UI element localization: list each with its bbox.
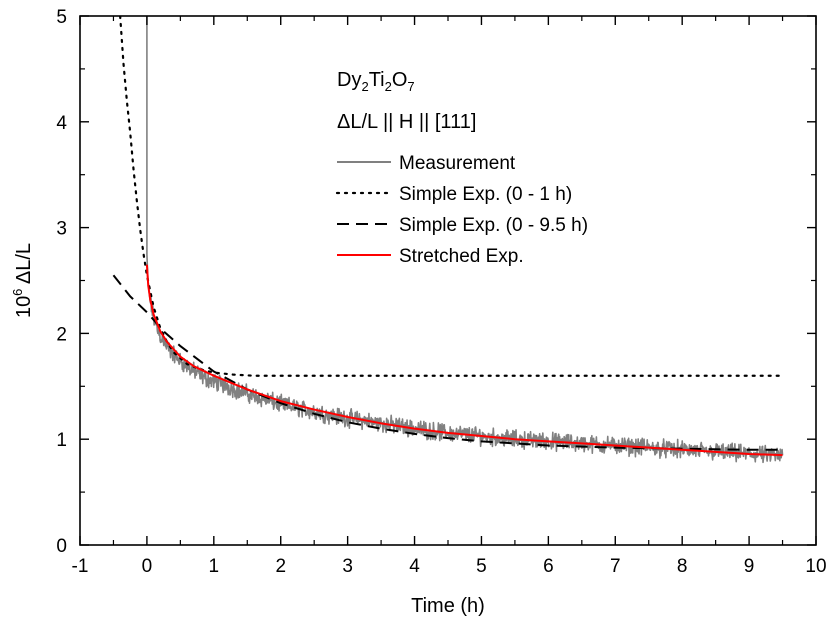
annotation-compound-part: O: [392, 69, 408, 91]
y-axis-title-prefix: 10: [13, 296, 35, 318]
x-tick-label: -1: [72, 556, 89, 577]
x-tick-label: 0: [142, 556, 153, 577]
y-axis-title-exponent: 6: [10, 289, 25, 296]
y-tick-label: 0: [56, 536, 67, 557]
y-tick-label: 4: [56, 113, 67, 134]
y-tick-label: 1: [56, 430, 67, 451]
series-line-4: [145, 264, 783, 457]
y-axis-title: 106 ΔL/L: [10, 243, 35, 318]
series-layer: [112, 16, 784, 464]
x-axis-title: Time (h): [411, 595, 485, 617]
x-tick-label: 7: [610, 556, 621, 577]
annotation-compound-part: Ti: [369, 69, 385, 91]
legend: Measurement Simple Exp. (0 - 1 h) Simple E…: [335, 153, 588, 267]
legend-label: Measurement: [399, 153, 516, 174]
x-tick-label: 6: [543, 556, 554, 577]
y-tick-label: 5: [56, 7, 67, 28]
x-tick-label: 5: [476, 556, 487, 577]
legend-label: Simple Exp. (0 - 1 h): [399, 184, 572, 205]
annotation-compound: Dy2Ti2O7: [337, 69, 415, 94]
y-tick-label: 3: [56, 219, 67, 240]
x-tick-label: 9: [744, 556, 755, 577]
x-tick-label: 4: [409, 556, 420, 577]
annotation-compound-part: Dy: [337, 69, 361, 91]
y-tick-label: 2: [56, 324, 67, 345]
annotation-geometry: ΔL/L || H || [111]: [337, 111, 476, 133]
series-line-3: [112, 274, 783, 451]
annotation-compound-sub: 2: [385, 79, 392, 94]
y-axis-title-rest: ΔL/L: [13, 243, 35, 289]
legend-label: Simple Exp. (0 - 9.5 h): [399, 215, 588, 236]
annotation-compound-sub: 2: [361, 79, 368, 94]
legend-label: Stretched Exp.: [399, 246, 524, 267]
x-tick-label: 1: [209, 556, 220, 577]
annotation-compound-sub: 7: [407, 79, 414, 94]
x-tick-label: 8: [677, 556, 688, 577]
x-tick-label: 10: [805, 556, 826, 577]
x-tick-label: 3: [342, 556, 353, 577]
x-tick-label: 2: [275, 556, 286, 577]
